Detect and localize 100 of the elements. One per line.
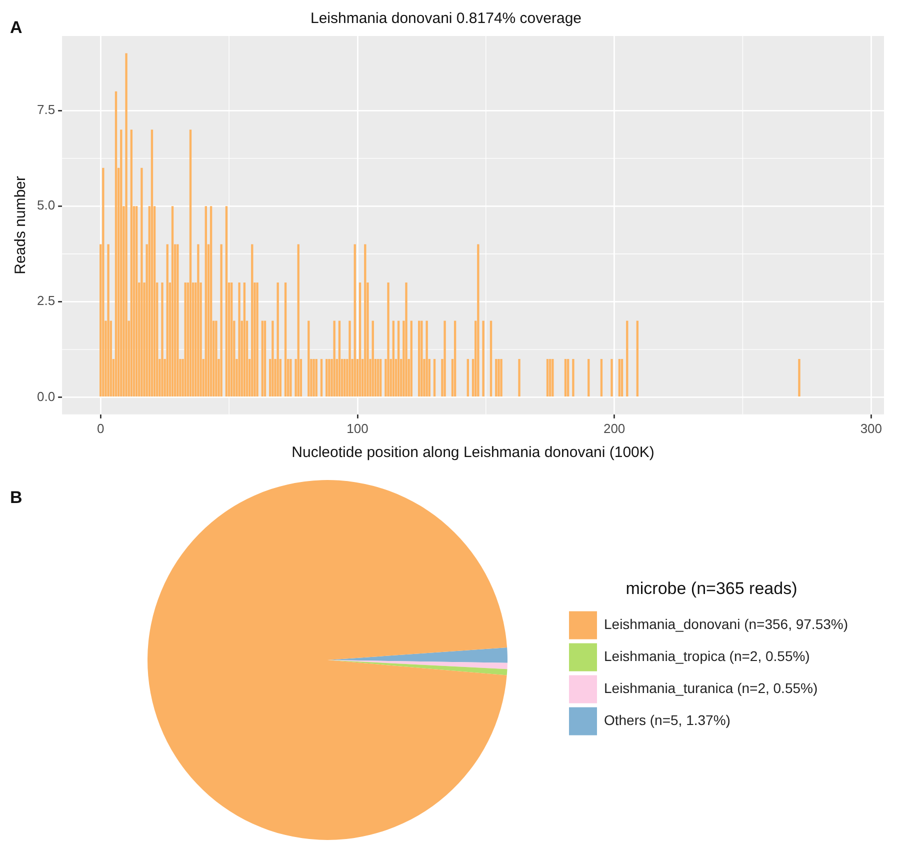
bar — [549, 358, 552, 396]
bar — [636, 320, 639, 396]
text: B — [10, 488, 22, 508]
bar — [392, 320, 395, 396]
bar — [140, 168, 143, 396]
bar — [107, 244, 110, 396]
bar — [333, 320, 336, 396]
bar — [454, 320, 456, 396]
bar — [618, 358, 621, 396]
bar — [297, 244, 300, 396]
bar — [610, 358, 613, 396]
x-tick-label: 300 — [860, 420, 882, 436]
bar — [348, 320, 351, 396]
bar — [498, 358, 500, 396]
x-tick-label: 200 — [603, 420, 626, 436]
bar — [410, 320, 412, 396]
bar — [197, 244, 200, 396]
bar — [490, 320, 492, 396]
bar — [379, 358, 382, 396]
bar — [135, 206, 138, 396]
bar — [166, 244, 168, 396]
bar — [290, 358, 292, 396]
bar — [418, 320, 420, 396]
bar — [243, 282, 246, 396]
bar — [397, 320, 400, 396]
bar — [588, 358, 590, 396]
y-tick-label: 2.5 — [36, 293, 56, 308]
legend-label: Others (n=5, 1.37%) — [604, 712, 730, 728]
bar — [405, 282, 408, 396]
bar — [189, 130, 192, 396]
bar — [130, 130, 133, 396]
bar — [546, 358, 549, 396]
bar — [495, 358, 498, 396]
bar — [326, 358, 328, 396]
bar — [276, 282, 279, 396]
bar — [500, 358, 502, 396]
bar — [225, 206, 228, 396]
bar — [238, 282, 240, 396]
bar — [125, 53, 128, 396]
bar — [171, 206, 174, 396]
bar — [798, 358, 800, 396]
bar — [150, 130, 154, 396]
bar — [620, 358, 624, 396]
bar — [284, 282, 287, 396]
bar — [320, 358, 323, 396]
legend-label: Leishmania_donovani (n=356, 97.53%) — [604, 616, 848, 632]
bar — [210, 206, 212, 396]
bar — [433, 358, 436, 396]
legend-label: Leishmania_tropica (n=2, 0.55%) — [604, 648, 810, 664]
y-tick-label: 5.0 — [36, 198, 56, 213]
y-axis-title: Reads number — [12, 176, 30, 274]
bar — [328, 358, 330, 396]
bar — [566, 358, 570, 396]
bar — [120, 130, 122, 396]
x-tick-label: 0 — [96, 420, 104, 436]
bar — [564, 358, 567, 396]
bar — [626, 320, 628, 396]
bar — [176, 244, 179, 396]
y-tick-label: 7.5 — [36, 102, 56, 118]
bar — [102, 168, 104, 396]
bar — [264, 320, 266, 396]
bar — [364, 244, 366, 396]
bar — [477, 244, 480, 396]
legend-title: microbe (n=365 reads) — [626, 578, 798, 598]
bar — [572, 358, 574, 396]
bar — [600, 358, 603, 396]
bar — [261, 320, 264, 396]
bar — [312, 358, 315, 396]
bar — [482, 320, 484, 396]
chart-title: Leishmania donovani 0.8174% coverage — [310, 10, 582, 28]
bar — [272, 320, 274, 396]
bar — [552, 358, 554, 396]
bar — [387, 282, 390, 396]
bar — [358, 282, 362, 396]
bar — [184, 282, 186, 396]
bar — [426, 320, 428, 396]
bar — [372, 320, 374, 396]
bar — [256, 282, 258, 396]
bar — [204, 206, 207, 396]
bar — [376, 358, 380, 396]
bar — [344, 358, 346, 396]
bar — [420, 320, 423, 396]
text: A — [10, 18, 22, 38]
bar — [518, 358, 520, 396]
bar — [220, 244, 222, 396]
bar — [354, 244, 356, 396]
y-tick-label: 0.0 — [36, 388, 56, 404]
bar — [251, 244, 254, 396]
bar — [466, 358, 469, 396]
bar — [114, 91, 118, 396]
bar — [215, 320, 218, 396]
bar — [338, 320, 341, 396]
bar — [444, 320, 446, 396]
legend-label: Leishmania_turanica (n=2, 0.55%) — [604, 680, 818, 696]
bar — [230, 282, 233, 396]
bar — [308, 320, 310, 396]
bar — [315, 358, 318, 396]
x-axis-title: Nucleotide position along Leishmania donovani (100K) — [292, 444, 654, 462]
x-tick-label: 100 — [346, 420, 368, 436]
bar — [161, 282, 164, 396]
